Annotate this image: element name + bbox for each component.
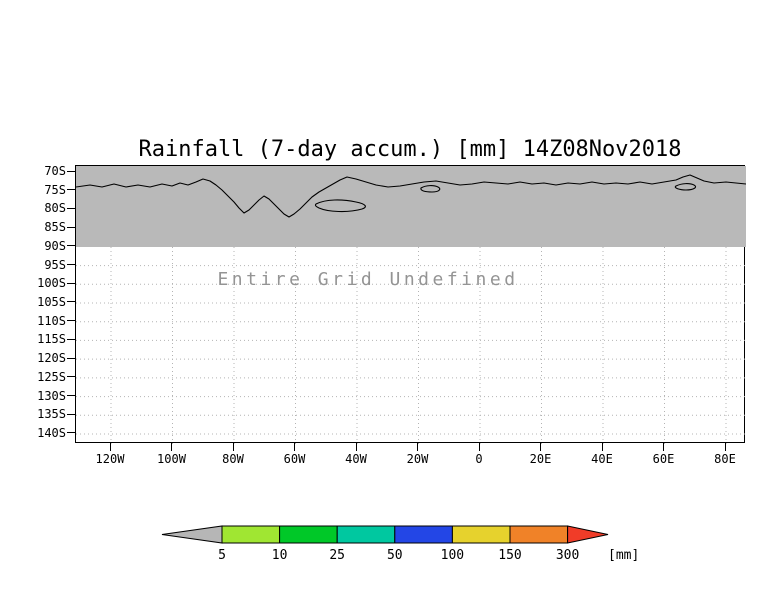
x-tick-mark <box>232 443 234 451</box>
y-tick-label: 105S <box>37 294 66 309</box>
colorbar-above-arrow <box>567 525 609 544</box>
colorbar-segment <box>221 525 281 544</box>
y-tick-label: 130S <box>37 388 66 403</box>
x-tick-mark <box>355 443 357 451</box>
y-tick-mark <box>67 282 75 284</box>
colorbar-segment <box>509 525 569 544</box>
x-tick-label: 60E <box>652 452 675 466</box>
x-tick-label: 0 <box>475 452 483 466</box>
map-background-shading <box>76 166 746 247</box>
colorbar-below-arrow <box>161 525 223 544</box>
coastline-path <box>76 174 746 218</box>
y-tick-label: 140S <box>37 425 66 440</box>
y-tick-mark <box>67 432 75 434</box>
colorbar-level-label: 50 <box>386 548 403 563</box>
x-tick-label: 40E <box>591 452 613 466</box>
y-tick-label: 85S <box>44 220 66 235</box>
x-tick-mark <box>663 443 664 451</box>
y-tick-mark <box>67 301 75 303</box>
y-tick-mark <box>67 357 75 359</box>
island-contours <box>314 183 697 213</box>
x-tick-mark <box>109 443 111 451</box>
y-tick-label: 120S <box>37 351 66 366</box>
x-tick-label: 100W <box>157 452 186 466</box>
y-tick-label: 115S <box>37 332 66 347</box>
y-tick-mark <box>67 395 75 397</box>
colorbar-segment <box>336 525 396 544</box>
colorbar-level-label: 150 <box>498 548 522 563</box>
x-tick-mark <box>294 443 295 451</box>
y-tick-label: 95S <box>44 257 66 272</box>
x-tick-label: 80E <box>714 452 736 466</box>
x-tick-label: 80W <box>222 452 244 466</box>
y-tick-label: 135S <box>37 407 66 422</box>
y-tick-mark <box>67 170 75 172</box>
y-tick-mark <box>67 226 75 228</box>
x-tick-label: 40W <box>345 452 367 466</box>
x-tick-mark <box>540 443 541 451</box>
y-tick-mark <box>67 264 75 266</box>
colorbar <box>161 525 609 544</box>
x-tick-label: 60W <box>283 452 306 466</box>
colorbar-level-label: 10 <box>271 548 288 563</box>
y-tick-mark <box>67 320 75 322</box>
colorbar-segment <box>394 525 453 544</box>
chart-title: Rainfall (7-day accum.) [mm] 14Z08Nov201… <box>138 137 682 162</box>
x-tick-label: 120W <box>95 452 125 466</box>
colorbar-level-label: 300 <box>555 548 580 563</box>
y-tick-mark <box>67 245 75 247</box>
y-tick-mark <box>67 189 75 191</box>
colorbar-level-label: 5 <box>218 548 226 563</box>
x-tick-mark <box>601 443 603 451</box>
y-tick-label: 125S <box>37 369 66 384</box>
x-tick-label: 20W <box>406 452 429 466</box>
colorbar-segment <box>451 525 511 544</box>
y-tick-mark <box>67 376 75 378</box>
plot-frame: Entire Grid Undefined <box>75 165 746 444</box>
y-tick-label: 110S <box>37 313 66 328</box>
colorbar-level-label: 25 <box>329 548 346 563</box>
x-tick-mark <box>724 443 726 451</box>
y-tick-label: 70S <box>44 164 66 178</box>
y-tick-label: 80S <box>44 201 66 216</box>
colorbar-unit-label: [mm] <box>608 548 640 563</box>
y-tick-mark <box>67 338 75 340</box>
x-tick-label: 20E <box>529 452 552 466</box>
y-tick-label: 90S <box>44 238 66 253</box>
x-tick-mark <box>478 443 480 451</box>
y-tick-label: 75S <box>44 182 66 197</box>
colorbar-level-label: 100 <box>440 548 465 563</box>
x-tick-mark <box>417 443 418 451</box>
y-tick-label: 100S <box>37 276 66 291</box>
undefined-grid-message: Entire Grid Undefined <box>217 269 519 290</box>
y-tick-mark <box>67 207 75 209</box>
map-plot <box>76 166 746 444</box>
colorbar-segment <box>279 525 338 544</box>
y-tick-mark <box>67 413 75 415</box>
x-tick-mark <box>171 443 172 451</box>
